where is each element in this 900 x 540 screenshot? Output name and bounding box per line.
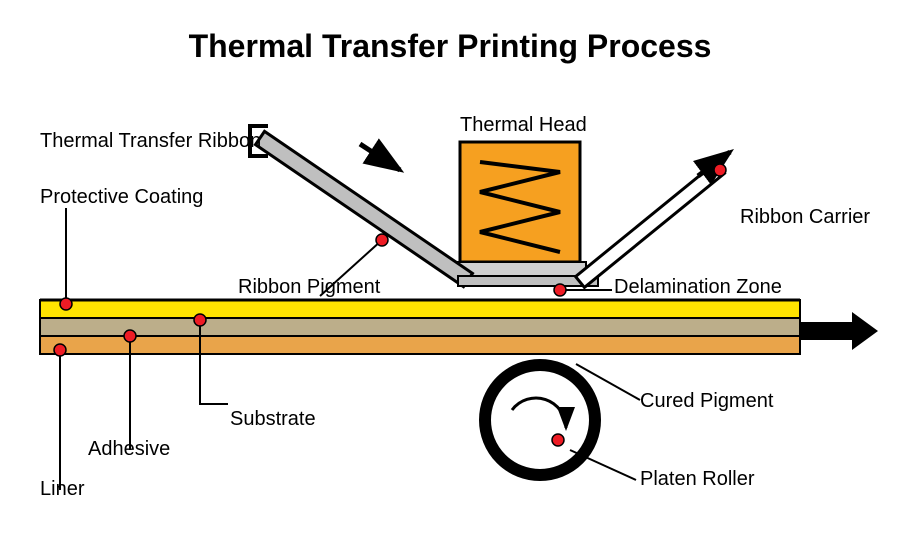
label-cured-pigment: Cured Pigment (640, 390, 773, 413)
label-liner: Liner (40, 478, 84, 501)
label-protective-coating: Protective Coating (40, 186, 203, 209)
label-adhesive: Adhesive (88, 438, 170, 461)
label-ribbon-pigment: Ribbon Pigment (238, 276, 380, 299)
label-thermal-transfer-ribbon: Thermal Transfer Ribbon (40, 130, 261, 153)
label-substrate: Substrate (230, 408, 316, 431)
label-thermal-head: Thermal Head (460, 114, 587, 137)
label-delamination-zone: Delamination Zone (614, 276, 782, 299)
label-ribbon-carrier: Ribbon Carrier (740, 206, 870, 229)
diagram-canvas: Thermal Transfer Printing Process Therma… (0, 0, 900, 540)
label-platen-roller: Platen Roller (640, 468, 755, 491)
